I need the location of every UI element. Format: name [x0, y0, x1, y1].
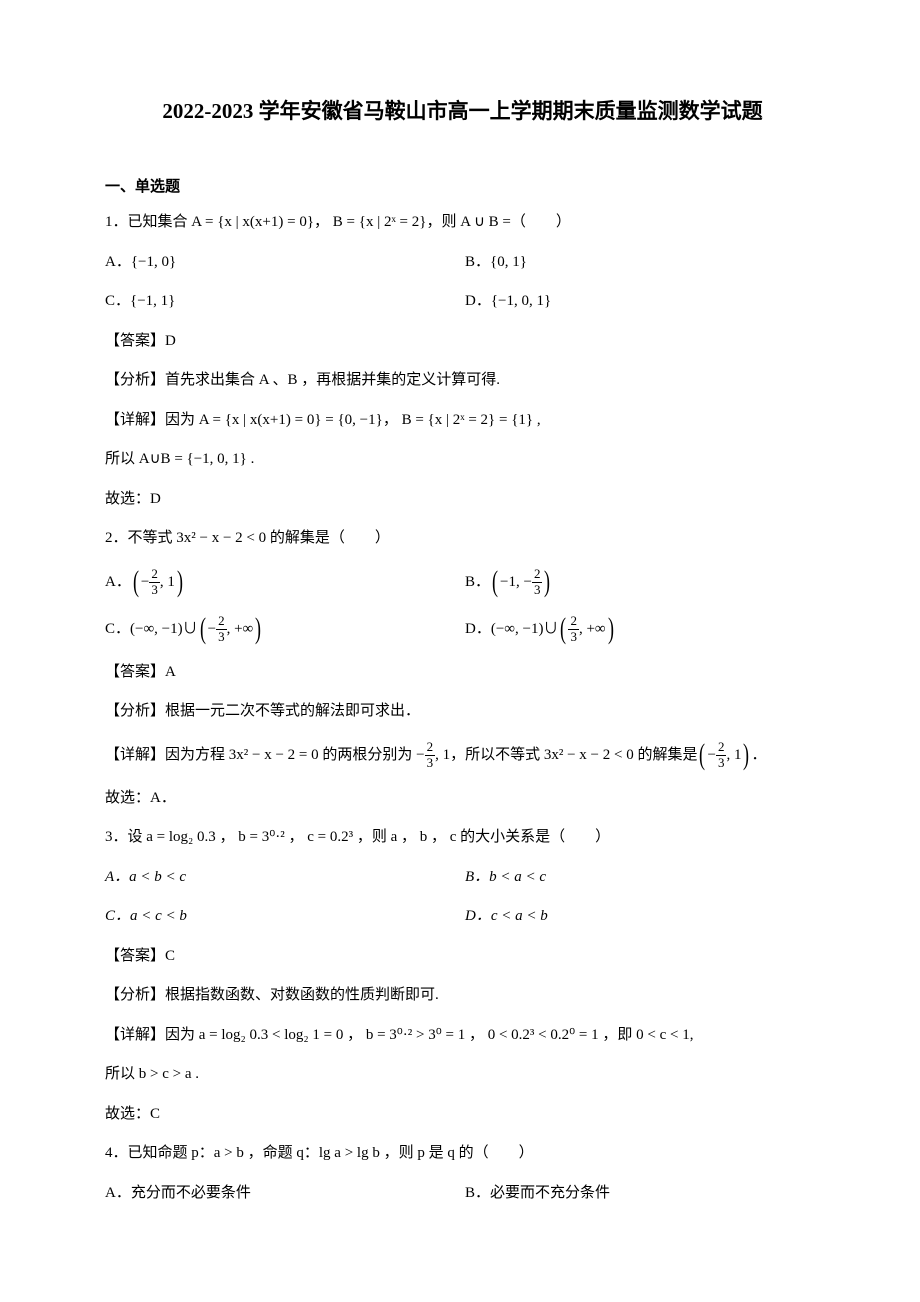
q1-opt-a: A．{−1, 0} [105, 250, 465, 276]
q1-options-row1: A．{−1, 0} B．{0, 1} [105, 250, 820, 276]
q3-analysis: 【分析】根据指数函数、对数函数的性质判断即可. [105, 983, 820, 1009]
q2-answer: 【答案】A [105, 660, 820, 686]
q2-opt-d: D．(−∞, −1)∪(23, +∞) [465, 613, 820, 646]
q1-detail: 【详解】因为 A = {x | x(x+1) = 0} = {0, −1}， B… [105, 408, 820, 434]
q4-options-row1: A．充分而不必要条件 B．必要而不充分条件 [105, 1181, 820, 1207]
q3-options-row2: C．a < c < b D．c < a < b [105, 904, 820, 930]
q2-detail: 【详解】因为方程 3x² − x − 2 = 0 的两根分别为 −23, 1，所… [105, 739, 820, 772]
q3-answer: 【答案】C [105, 944, 820, 970]
q3-choice: 故选：C [105, 1102, 820, 1128]
q2-opt-b: B．(−1, −23) [465, 566, 820, 599]
q3-stem: 3．设 a = log₂ 0.3 ， b = 3⁰·² ， c = 0.2³ ，… [105, 825, 820, 851]
q2-opt-a: A．(−23, 1) [105, 566, 465, 599]
q2-analysis: 【分析】根据一元二次不等式的解法即可求出． [105, 699, 820, 725]
q1-choice: 故选：D [105, 487, 820, 513]
q1-opt-b: B．{0, 1} [465, 250, 820, 276]
q2-stem: 2．不等式 3x² − x − 2 < 0 的解集是（ ） [105, 526, 820, 552]
q1-so: 所以 A∪B = {−1, 0, 1} . [105, 447, 820, 473]
q3-options-row1: A．a < b < c B．b < a < c [105, 865, 820, 891]
q4-opt-b: B．必要而不充分条件 [465, 1181, 820, 1207]
q1-opt-d: D．{−1, 0, 1} [465, 289, 820, 315]
q1-opt-c: C．{−1, 1} [105, 289, 465, 315]
q3-opt-d: D．c < a < b [465, 904, 820, 930]
q4-opt-a: A．充分而不必要条件 [105, 1181, 465, 1207]
q1-options-row2: C．{−1, 1} D．{−1, 0, 1} [105, 289, 820, 315]
q1-answer: 【答案】D [105, 329, 820, 355]
q3-opt-b: B．b < a < c [465, 865, 820, 891]
q4-stem: 4．已知命题 p：a > b ，命题 q：lg a > lg b ，则 p 是 … [105, 1141, 820, 1167]
q2-opt-c: C．(−∞, −1)∪(−23, +∞) [105, 613, 465, 646]
q3-opt-a: A．a < b < c [105, 865, 465, 891]
q1-analysis: 【分析】首先求出集合 A 、B ，再根据并集的定义计算可得. [105, 368, 820, 394]
q2-options-row1: A．(−23, 1) B．(−1, −23) [105, 566, 820, 599]
section-header: 一、单选题 [105, 175, 820, 196]
exam-title: 2022-2023 学年安徽省马鞍山市高一上学期期末质量监测数学试题 [105, 95, 820, 125]
q1-stem: 1．已知集合 A = {x | x(x+1) = 0}， B = {x | 2ˣ… [105, 210, 820, 236]
q2-options-row2: C．(−∞, −1)∪(−23, +∞) D．(−∞, −1)∪(23, +∞) [105, 613, 820, 646]
q3-detail: 【详解】因为 a = log₂ 0.3 < log₂ 1 = 0 ， b = 3… [105, 1023, 820, 1049]
q3-so: 所以 b > c > a . [105, 1062, 820, 1088]
q2-choice: 故选：A． [105, 786, 820, 812]
q3-opt-c: C．a < c < b [105, 904, 465, 930]
